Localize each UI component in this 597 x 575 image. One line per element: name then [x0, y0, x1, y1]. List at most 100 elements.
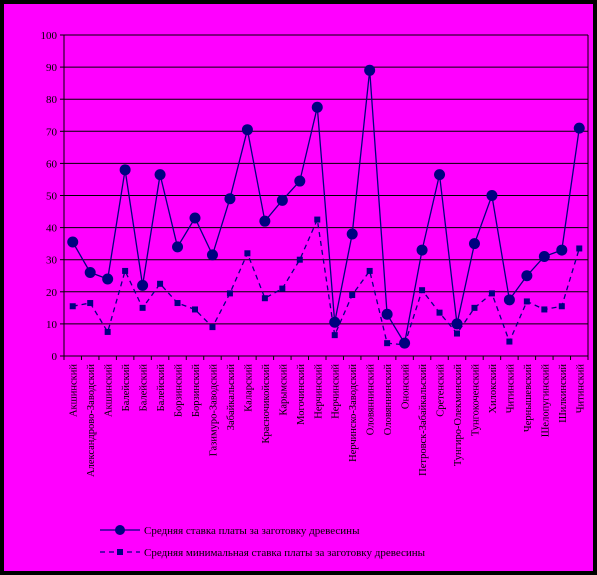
- series-1-point: [503, 294, 515, 306]
- series-2-point: [314, 216, 321, 223]
- series-1-point: [102, 273, 114, 285]
- series-2-point: [488, 290, 495, 297]
- series-1-point: [434, 169, 446, 181]
- x-tick-label: Тунгокоченский: [470, 364, 481, 437]
- x-tick-label: Балейский: [139, 364, 150, 412]
- x-axis-ticks: Акшинский Александрово-Заводский Акшинский…: [63, 356, 589, 477]
- x-tick-label: Борзинский: [174, 364, 185, 417]
- series-1-point: [329, 316, 341, 328]
- y-tick-label: 30: [46, 255, 58, 267]
- series-2-point: [436, 309, 443, 316]
- series-1-point: [521, 270, 533, 282]
- x-tick-label: Акшинский: [104, 364, 115, 417]
- series-1-point: [311, 101, 323, 113]
- x-tick-label: Нерчинский: [313, 364, 324, 419]
- chart-background: [4, 4, 593, 571]
- series-1-point: [189, 212, 201, 224]
- series-2-point: [331, 332, 338, 339]
- x-tick-label: Борзинский: [191, 364, 202, 417]
- series-2-point: [454, 330, 460, 337]
- series-1-point: [84, 267, 96, 279]
- series-2-point: [209, 324, 216, 331]
- x-tick-label: Забайкальский: [226, 364, 237, 431]
- x-tick-label: Читинский: [505, 364, 516, 414]
- x-tick-label: Ононский: [401, 364, 412, 409]
- series-1-point: [381, 308, 393, 320]
- series-2-point: [226, 290, 233, 297]
- series-2-point: [69, 303, 76, 310]
- y-tick-label: 100: [41, 30, 58, 42]
- series-1-point: [538, 250, 550, 262]
- series-1-point: [206, 249, 218, 261]
- y-tick-label: 50: [46, 191, 58, 203]
- x-tick-label: Каларский: [243, 364, 254, 412]
- x-tick-label: Могочинский: [296, 364, 307, 425]
- series-1-point: [346, 228, 358, 240]
- series-2-point: [139, 304, 146, 311]
- series-2-point: [506, 338, 513, 345]
- x-tick-label: Газимуро-Заводский: [208, 364, 219, 457]
- series-2-point: [296, 256, 303, 263]
- x-tick-label: Балейский: [156, 364, 167, 412]
- series-2-point: [261, 295, 268, 302]
- series-2-point: [523, 298, 530, 305]
- series-2-point: [192, 306, 198, 313]
- series-1-line: [72, 70, 580, 345]
- series-2-point: [349, 292, 356, 299]
- x-tick-label: Сретенский: [436, 364, 447, 417]
- y-tick-label: 20: [46, 287, 58, 299]
- series-2-point: [87, 300, 94, 307]
- series-2-point: [384, 340, 391, 347]
- legend-swatch-2-marker: [117, 549, 123, 555]
- series-1-point: [67, 236, 79, 248]
- y-tick-label: 0: [52, 351, 58, 363]
- series-layer: [67, 64, 585, 349]
- y-axis-ticks: 0 10 20 30 40 50 60 70 80 90 100: [41, 30, 64, 363]
- series-2-point: [419, 287, 426, 294]
- y-tick-label: 70: [46, 126, 58, 138]
- series-1-point: [154, 169, 166, 181]
- y-tick-label: 90: [46, 62, 58, 74]
- x-tick-label: Красночикойский: [261, 364, 272, 444]
- series-1-point: [119, 164, 131, 176]
- series-2-point: [471, 304, 478, 311]
- series-2-point: [576, 245, 583, 252]
- legend-label-1: Средняя ставка платы за заготовку древес…: [144, 525, 360, 537]
- axes: [63, 35, 589, 357]
- legend-label-2: Средняя минимальная ставка платы за заго…: [144, 547, 426, 559]
- series-1-point: [451, 318, 463, 330]
- y-tick-label: 60: [46, 158, 58, 170]
- x-tick-label: Шелопугинский: [540, 364, 551, 438]
- y-tick-label: 80: [46, 94, 58, 106]
- series-2-point: [157, 280, 164, 287]
- x-tick-label: Нерчинский: [331, 364, 342, 419]
- x-tick-label: Хилокский: [488, 364, 499, 414]
- x-tick-label: Акшинский: [69, 364, 80, 417]
- series-1-point: [364, 64, 376, 76]
- series-2-point: [279, 285, 286, 292]
- series-2-line: [72, 217, 580, 346]
- y-tick-label: 40: [46, 223, 58, 235]
- x-tick-label: Балейский: [121, 364, 132, 412]
- legend-swatch-1-marker: [115, 525, 125, 535]
- series-2-point: [541, 306, 548, 313]
- series-2-point: [558, 303, 565, 310]
- series-1-point: [276, 194, 288, 206]
- x-tick-label: Оловяннинский: [366, 364, 377, 436]
- x-tick-label: Нерчинско-Заводский: [348, 364, 359, 462]
- gridlines: [64, 34, 588, 357]
- series-2-point: [122, 267, 129, 274]
- series-1-point: [486, 190, 498, 201]
- y-tick-label: 10: [46, 319, 58, 331]
- x-tick-label: Шилкинский: [558, 364, 569, 423]
- x-tick-label: Чернышевский: [523, 364, 534, 432]
- series-1-point: [241, 124, 253, 136]
- series-2-point: [244, 250, 251, 257]
- series-2-point: [174, 300, 181, 307]
- x-tick-label: Карымский: [278, 364, 289, 416]
- x-tick-label: Александрово-Заводский: [86, 364, 97, 477]
- series-2-point: [104, 328, 111, 335]
- series-1-point: [468, 238, 480, 250]
- series-1-point: [416, 244, 428, 256]
- series-2-point: [401, 341, 408, 348]
